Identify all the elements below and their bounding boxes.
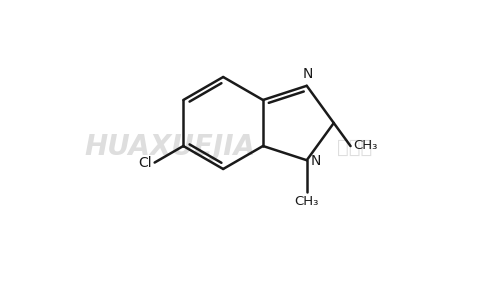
- Text: 化学加: 化学加: [337, 137, 373, 157]
- Text: HUAXUEJIA: HUAXUEJIA: [84, 133, 255, 161]
- Text: CH₃: CH₃: [354, 139, 378, 152]
- Text: N: N: [302, 67, 313, 81]
- Text: CH₃: CH₃: [295, 195, 319, 208]
- Text: Cl: Cl: [138, 156, 152, 170]
- Text: N: N: [311, 154, 321, 168]
